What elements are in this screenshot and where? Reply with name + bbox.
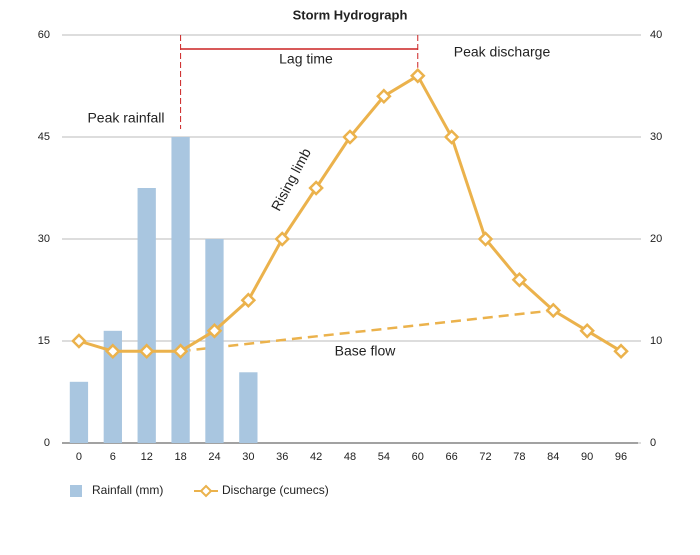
x-tick-label: 24 — [208, 451, 220, 463]
chart-title: Storm Hydrograph — [293, 7, 408, 22]
marker — [138, 343, 155, 359]
y-tick-label: 30 — [38, 233, 50, 245]
marker — [308, 180, 324, 196]
x-tick-label: 0 — [76, 451, 82, 463]
marker — [274, 231, 291, 247]
marker — [240, 292, 257, 308]
y2-tick-label: 40 — [650, 29, 662, 41]
legend-swatch — [70, 485, 82, 497]
x-tick-label: 84 — [547, 451, 559, 463]
x-tick-label: 96 — [615, 451, 627, 463]
x-tick-label: 72 — [479, 451, 491, 463]
legend-label: Rainfall (mm) — [92, 483, 163, 497]
marker — [545, 302, 562, 319]
x-tick-label: 48 — [344, 451, 356, 463]
marker — [511, 272, 528, 288]
marker — [206, 323, 223, 339]
x-tick-label: 30 — [242, 451, 254, 463]
bar — [171, 137, 190, 443]
marker — [105, 343, 121, 359]
legend-label: Discharge (cumecs) — [222, 483, 329, 497]
marker — [443, 129, 460, 145]
bar — [103, 330, 122, 443]
bar — [239, 372, 258, 443]
x-tick-label: 54 — [378, 451, 390, 463]
marker — [342, 129, 358, 145]
y-tick-label: 60 — [38, 29, 50, 41]
x-tick-label: 60 — [412, 451, 424, 463]
y2-tick-label: 10 — [650, 335, 662, 347]
x-tick-label: 12 — [141, 451, 153, 463]
x-tick-label: 42 — [310, 451, 322, 463]
base-flow — [180, 309, 554, 353]
y-tick-label: 15 — [38, 335, 50, 347]
marker — [172, 343, 189, 359]
peak-rainfall-label: Peak rainfall — [87, 110, 164, 126]
y2-tick-label: 20 — [650, 233, 662, 245]
x-tick-label: 6 — [110, 451, 116, 463]
y2-tick-label: 0 — [650, 437, 656, 449]
bar — [137, 188, 156, 443]
marker — [409, 68, 426, 84]
marker — [376, 88, 392, 104]
base-flow-label: Base flow — [335, 343, 397, 359]
x-tick-label: 18 — [174, 451, 186, 463]
x-tick-label: 90 — [581, 451, 593, 463]
peak-discharge-label: Peak discharge — [454, 44, 551, 60]
y-tick-label: 45 — [38, 131, 50, 143]
x-tick-label: 66 — [446, 451, 458, 463]
bar — [69, 381, 89, 443]
legend-swatch — [199, 484, 213, 498]
marker — [477, 231, 494, 247]
y2-tick-label: 30 — [650, 131, 662, 143]
x-tick-label: 78 — [513, 451, 525, 463]
x-tick-label: 36 — [276, 451, 288, 463]
bar — [205, 239, 224, 443]
marker — [579, 323, 595, 339]
y-tick-label: 0 — [44, 437, 50, 449]
marker — [613, 343, 629, 359]
marker — [71, 333, 87, 349]
lag-time-label: Lag time — [279, 51, 333, 67]
